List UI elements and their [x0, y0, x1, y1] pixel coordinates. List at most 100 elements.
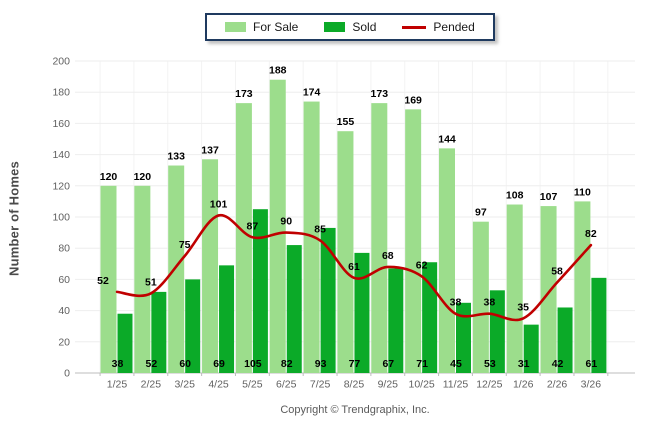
for-sale-value-label: 155 [337, 116, 355, 128]
x-tick-label: 3/26 [581, 379, 602, 391]
legend-item-sold: Sold [324, 20, 376, 34]
pended-value-label: 38 [484, 297, 496, 309]
y-tick-label: 160 [52, 118, 70, 130]
y-tick-label: 200 [52, 56, 70, 68]
legend-label-pended: Pended [433, 20, 475, 34]
bar-for-sale-2/25 [134, 185, 151, 373]
sold-value-label: 52 [146, 358, 158, 370]
pended-value-label: 101 [210, 198, 228, 210]
bar-sold-8/25 [354, 252, 370, 373]
pended-value-label: 58 [551, 266, 563, 278]
bar-sold-3/25 [185, 279, 201, 373]
x-tick-label: 1/26 [513, 379, 534, 391]
for-sale-value-label: 173 [235, 88, 253, 100]
bar-sold-1/26 [523, 324, 539, 373]
sold-value-label: 71 [416, 358, 428, 370]
pended-value-label: 85 [314, 223, 326, 235]
for-sale-value-label: 188 [269, 65, 287, 77]
bar-for-sale-4/25 [202, 159, 219, 373]
for-sale-value-label: 120 [134, 171, 152, 183]
sold-value-label: 31 [518, 358, 530, 370]
pended-value-label: 38 [450, 297, 462, 309]
bar-sold-5/25 [252, 209, 268, 373]
x-tick-label: 12/25 [476, 379, 502, 391]
bar-for-sale-1/25 [100, 185, 117, 373]
for-sale-value-label: 169 [404, 94, 422, 106]
for-sale-value-label: 108 [506, 190, 524, 202]
pended-value-label: 75 [179, 239, 191, 251]
bar-for-sale-11/25 [439, 148, 455, 373]
legend-item-for-sale: For Sale [225, 20, 298, 34]
x-tick-label: 5/25 [242, 379, 263, 391]
pended-value-label: 62 [416, 259, 428, 271]
for-sale-value-label: 110 [574, 186, 591, 198]
x-tick-label: 10/25 [409, 379, 435, 391]
pended-value-label: 82 [585, 228, 597, 240]
pended-line [115, 214, 593, 322]
for-sale-value-label: 133 [167, 151, 185, 163]
copyright-text: Copyright © Trendgraphix, Inc. [280, 404, 430, 416]
for-sale-value-label: 107 [540, 191, 558, 203]
bar-sold-9/25 [388, 268, 404, 373]
for-sale-value-label: 97 [475, 207, 487, 219]
bar-for-sale-3/25 [168, 165, 185, 373]
for-sale-swatch-icon [225, 22, 246, 32]
sold-value-label: 93 [315, 358, 327, 370]
bar-for-sale-1/26 [506, 204, 523, 373]
y-tick-label: 140 [52, 149, 70, 161]
legend-label-sold: Sold [352, 20, 377, 34]
x-tick-label: 8/25 [344, 379, 365, 391]
pended-value-label: 68 [382, 250, 394, 262]
pended-value-label: 51 [145, 276, 157, 288]
bar-for-sale-9/25 [371, 103, 388, 374]
y-tick-label: 0 [64, 368, 70, 380]
y-tick-label: 100 [52, 212, 70, 224]
sold-value-label: 42 [552, 358, 564, 370]
pended-value-label: 52 [97, 275, 109, 287]
x-tick-label: 9/25 [378, 379, 399, 391]
pended-line-swatch-icon [402, 25, 427, 29]
y-tick-label: 180 [52, 87, 70, 99]
y-tick-label: 40 [58, 305, 70, 317]
legend-item-pended: Pended [402, 20, 475, 34]
bar-for-sale-8/25 [337, 131, 354, 373]
bar-for-sale-2/26 [540, 206, 557, 373]
x-tick-label: 7/25 [310, 379, 331, 391]
for-sale-value-label: 137 [201, 144, 219, 156]
bar-sold-2/25 [151, 291, 167, 373]
pended-value-label: 61 [348, 261, 360, 273]
x-tick-label: 1/25 [107, 379, 128, 391]
sold-value-label: 38 [112, 358, 124, 370]
bar-for-sale-3/26 [574, 201, 591, 373]
for-sale-value-label: 173 [371, 88, 389, 100]
y-tick-label: 80 [58, 243, 70, 255]
bar-sold-12/25 [489, 290, 505, 373]
bar-for-sale-5/25 [235, 103, 252, 374]
for-sale-value-label: 120 [100, 171, 118, 183]
sold-swatch-icon [324, 22, 346, 32]
sold-value-label: 67 [382, 358, 394, 370]
y-tick-label: 20 [58, 336, 70, 348]
x-tick-label: 3/25 [174, 379, 195, 391]
x-tick-label: 6/25 [276, 379, 297, 391]
bar-for-sale-12/25 [472, 221, 489, 373]
sold-value-label: 53 [484, 358, 496, 370]
x-tick-label: 4/25 [208, 379, 229, 391]
bar-sold-11/25 [456, 302, 471, 373]
for-sale-value-label: 174 [303, 87, 321, 99]
for-sale-value-label: 144 [438, 133, 456, 145]
pended-value-label: 35 [517, 301, 529, 313]
sold-value-label: 105 [244, 358, 262, 370]
pended-value-label: 87 [247, 220, 259, 232]
x-tick-label: 2/26 [547, 379, 568, 391]
bar-sold-6/25 [286, 245, 302, 373]
pended-value-label: 90 [280, 216, 292, 228]
bar-for-sale-6/25 [269, 79, 286, 373]
bar-sold-4/25 [219, 265, 235, 373]
x-tick-label: 11/25 [443, 379, 469, 391]
sold-value-label: 61 [586, 358, 598, 370]
y-tick-label: 60 [58, 274, 70, 286]
bar-sold-2/26 [557, 307, 573, 373]
sold-value-label: 69 [213, 358, 225, 370]
